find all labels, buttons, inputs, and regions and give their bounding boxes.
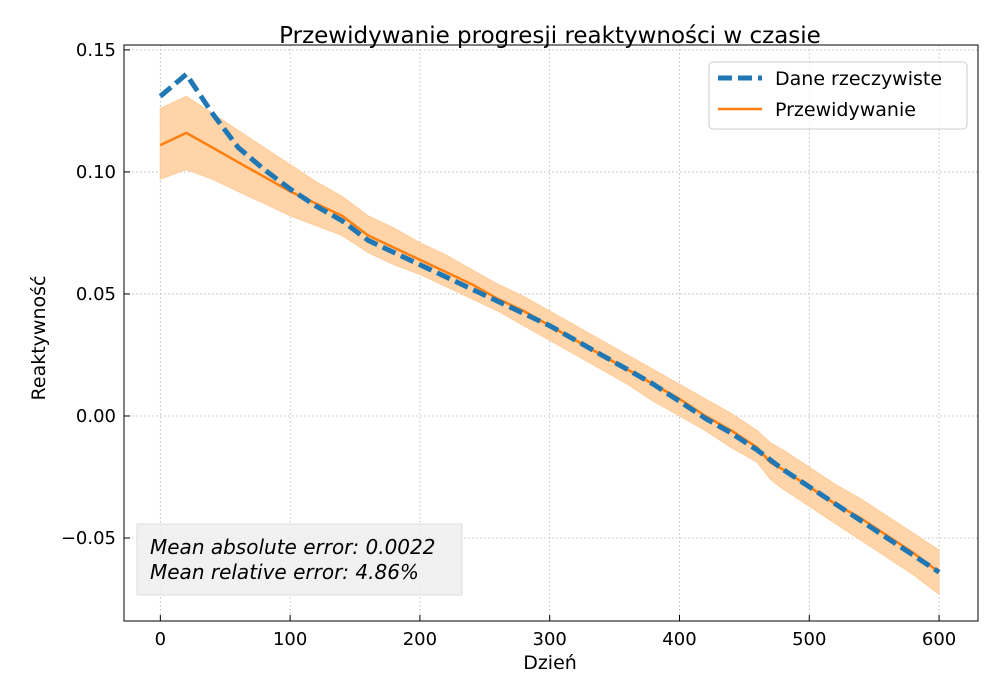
y-tick-label: 0.00: [76, 406, 116, 427]
plot-area: 0 100 200 300 400 500 600 −0.05 0.00 0.05 0.10 0.1…: [61, 40, 979, 650]
x-tick-label: 400: [662, 629, 696, 650]
x-tick-label: 200: [403, 629, 437, 650]
x-tick-label: 500: [792, 629, 826, 650]
y-tick-label: −0.05: [61, 528, 116, 549]
y-axis-ticks: −0.05 0.00 0.05 0.10 0.15: [61, 40, 130, 549]
x-tick-label: 0: [155, 629, 166, 650]
x-axis-ticks: 0 100 200 300 400 500 600: [155, 615, 956, 650]
prediction-confidence-band: [159, 95, 940, 596]
y-tick-label: 0.15: [76, 40, 116, 61]
annotation-box: [136, 523, 463, 596]
confidence-band-layer: [159, 95, 940, 596]
legend-label-actual: Dane rzeczywiste: [775, 68, 942, 90]
x-tick-label: 100: [273, 629, 307, 650]
y-axis-title: Reaktywność: [28, 276, 50, 401]
series-layer: [158, 71, 941, 575]
legend-box: [708, 61, 968, 130]
legend: Dane rzeczywiste Przewidywanie: [708, 61, 968, 130]
mean-absolute-error-label: Mean absolute error: 0.0022: [150, 535, 435, 559]
y-tick-label: 0.10: [76, 162, 116, 183]
series-line-actual: [158, 71, 941, 575]
mean-relative-error-label: Mean relative error: 4.86%: [150, 560, 419, 584]
x-axis-title: Dzień: [523, 652, 577, 674]
x-tick-label: 600: [922, 629, 956, 650]
plot-frame: [123, 44, 979, 622]
legend-label-prediction: Przewidywanie: [775, 99, 916, 121]
error-annotation: Mean absolute error: 0.0022 Mean relativ…: [136, 523, 463, 596]
x-tick-label: 300: [533, 629, 567, 650]
y-tick-label: 0.05: [76, 284, 116, 305]
